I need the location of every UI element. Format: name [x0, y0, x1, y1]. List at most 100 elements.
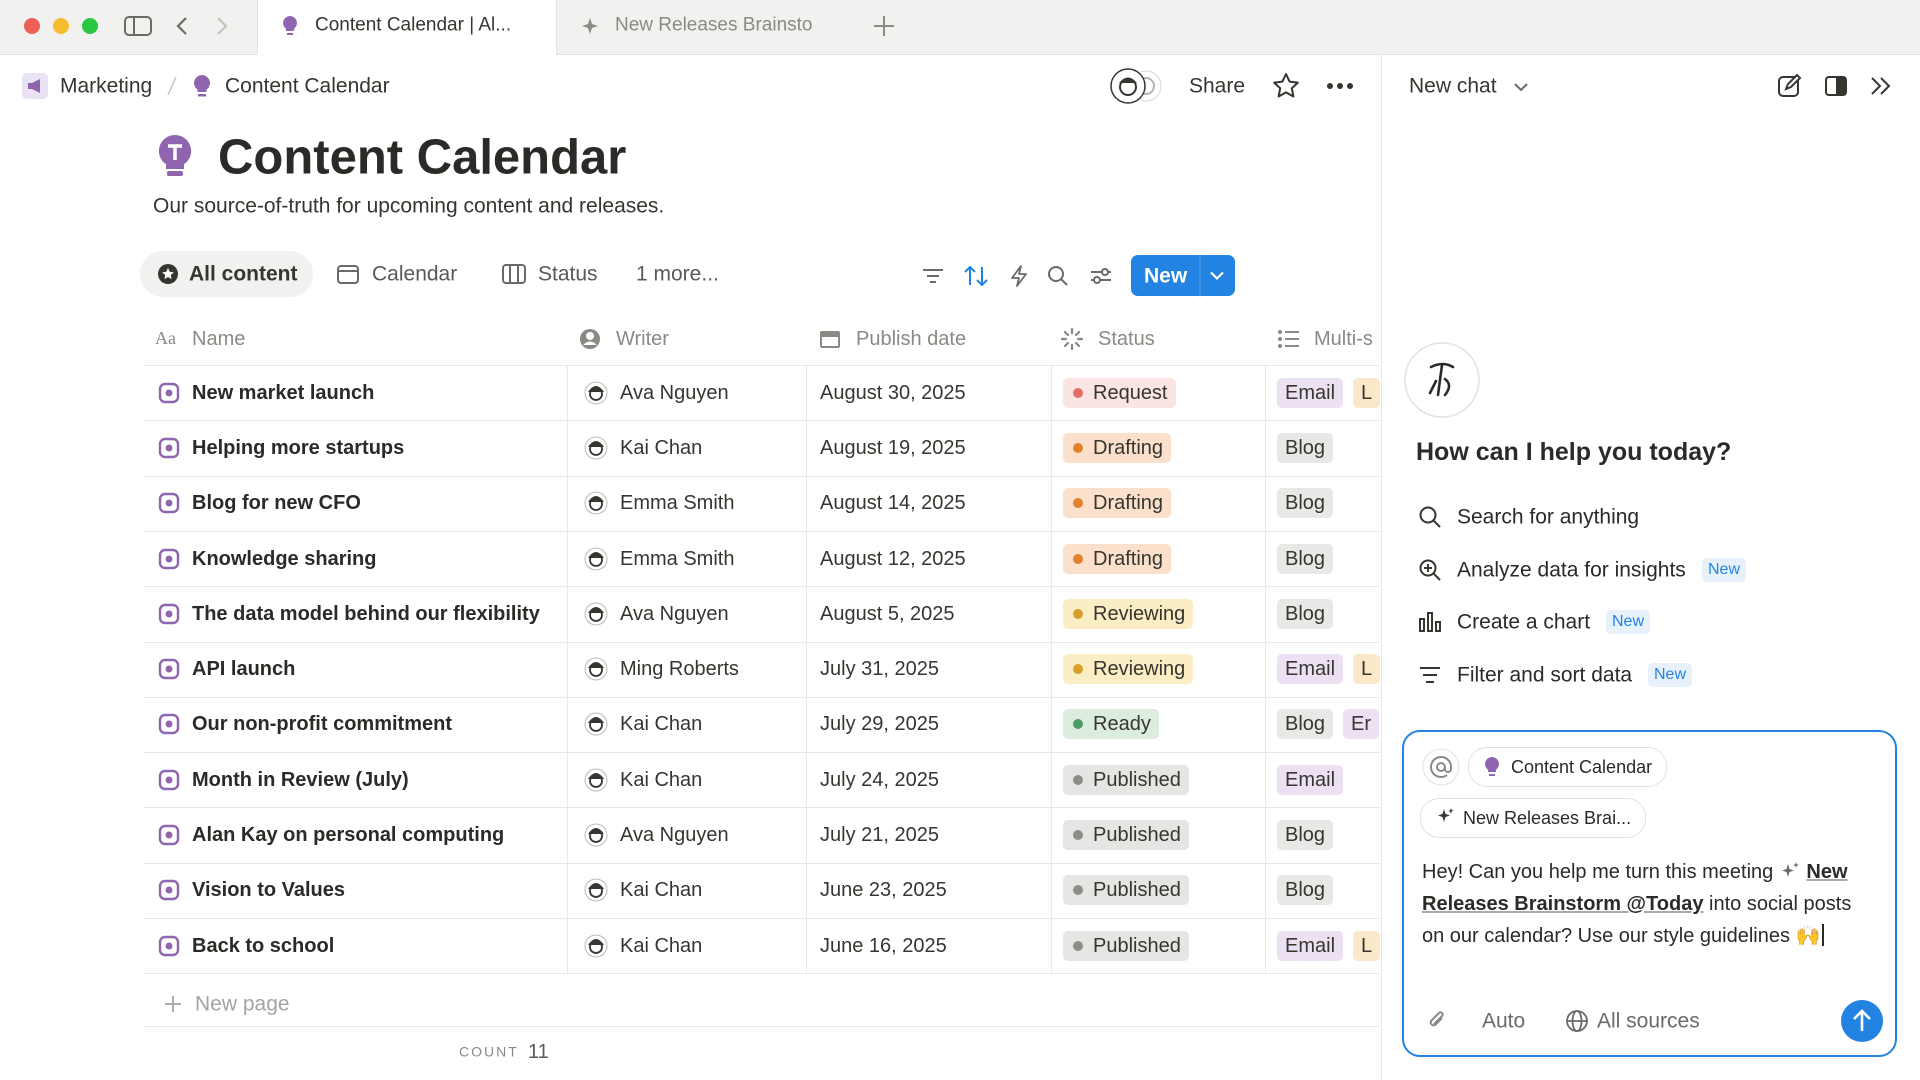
row-name[interactable]: Helping more startups — [192, 436, 405, 459]
new-page-button[interactable]: New page — [195, 992, 290, 1016]
status-label: Drafting — [1093, 436, 1164, 459]
row-name[interactable]: API launch — [192, 658, 296, 681]
tab-title[interactable]: New Releases Brainsto — [615, 14, 813, 36]
publish-date: July 29, 2025 — [820, 713, 939, 736]
tag: Blog — [1277, 709, 1334, 740]
chat-title-dropdown[interactable] — [1513, 82, 1529, 92]
chat-header-actions[interactable] — [1777, 73, 1897, 99]
share-button[interactable]: Share — [1189, 74, 1246, 98]
table-border — [143, 586, 1380, 588]
table-border — [143, 475, 1380, 477]
view-toolbar[interactable] — [920, 264, 1116, 288]
view-tab[interactable]: Calendar — [372, 262, 458, 286]
writer-name: Kai Chan — [620, 436, 703, 459]
writer-avatar — [584, 934, 608, 958]
row-name[interactable]: Vision to Values — [192, 879, 346, 902]
writer-name: Kai Chan — [620, 934, 703, 957]
chat-greeting: How can I help you today? — [1416, 438, 1732, 466]
collaborator-avatars[interactable] — [1108, 66, 1164, 106]
tab-title[interactable]: Content Calendar | Al... — [315, 14, 512, 36]
status-pill: Reviewing — [1063, 598, 1194, 629]
row-icon — [158, 382, 180, 403]
message-mention[interactable]: New Releases Brainstorm @Today — [1422, 861, 1848, 915]
row-name[interactable]: Alan Kay on personal computing — [192, 824, 505, 847]
column-icon — [1061, 328, 1084, 350]
status-dot — [1073, 498, 1083, 509]
chat-message[interactable]: Hey! Can you help me turn this meeting N… — [1422, 856, 1874, 952]
row-name[interactable]: Knowledge sharing — [192, 547, 377, 570]
view-tab[interactable]: 1 more... — [636, 262, 719, 286]
tag: L — [1353, 930, 1380, 961]
publish-date: August 12, 2025 — [820, 547, 966, 570]
writer-name: Kai Chan — [620, 768, 703, 791]
view-tab[interactable]: Status — [538, 262, 598, 286]
row-name[interactable]: The data model behind our flexibility — [192, 602, 540, 625]
breadcrumb-item[interactable]: Marketing — [60, 74, 153, 98]
new-badge: New — [1702, 557, 1747, 582]
tag: Email — [1277, 654, 1344, 685]
status-pill: Ready — [1063, 709, 1159, 740]
context-chip-icon — [1438, 808, 1454, 822]
view-icon — [502, 264, 526, 284]
row-icon — [158, 437, 180, 459]
send-button[interactable] — [1841, 1000, 1883, 1042]
column-icon — [820, 331, 840, 348]
column-header[interactable]: Name — [192, 328, 246, 350]
table-border — [143, 641, 1380, 643]
message-text: Hey! Can you help me turn this meeting — [1422, 861, 1774, 883]
attach-button[interactable] — [1426, 1009, 1448, 1033]
new-button[interactable] — [1131, 255, 1235, 296]
column-header[interactable]: Publish date — [856, 328, 967, 350]
context-chip[interactable]: New Releases Brai... — [1420, 798, 1647, 838]
active-tab[interactable] — [257, 0, 557, 55]
suggestion[interactable]: Search for anything — [1457, 505, 1640, 529]
tag: Email — [1277, 764, 1344, 795]
publish-date: July 24, 2025 — [820, 768, 939, 791]
column-header[interactable]: Writer — [616, 328, 669, 350]
sources-selector[interactable]: All sources — [1597, 1009, 1700, 1033]
new-button-dropdown[interactable] — [1199, 255, 1229, 297]
svg-text:Aa: Aa — [155, 328, 176, 348]
column-header[interactable]: Multi-s — [1314, 328, 1373, 350]
writer-avatar — [584, 712, 608, 736]
suggestion[interactable]: Analyze data for insights — [1457, 558, 1686, 582]
column-icon — [1278, 330, 1299, 348]
suggestion-icon — [1419, 612, 1441, 633]
suggestion[interactable]: Filter and sort data — [1457, 663, 1633, 687]
breadcrumb-item[interactable]: Content Calendar — [225, 74, 390, 98]
column-icon — [580, 329, 600, 349]
writer-avatar — [584, 602, 608, 626]
status-label: Reviewing — [1093, 658, 1186, 681]
writer-name: Kai Chan — [620, 713, 703, 736]
context-chip[interactable]: Content Calendar — [1468, 747, 1668, 787]
breadcrumb-separator — [167, 76, 177, 96]
favorite-button[interactable] — [1272, 72, 1300, 100]
mode-selector[interactable]: Auto — [1482, 1009, 1526, 1033]
row-icon — [158, 935, 180, 956]
status-label: Drafting — [1093, 547, 1164, 570]
text-cursor — [1822, 924, 1824, 946]
suggestion[interactable]: Create a chart — [1457, 610, 1591, 634]
view-tab[interactable]: All content — [189, 262, 298, 286]
row-name[interactable]: Blog for new CFO — [192, 492, 361, 515]
window-controls[interactable] — [20, 17, 120, 35]
writer-name: Emma Smith — [620, 547, 735, 570]
column-header[interactable]: Status — [1098, 328, 1155, 350]
status-label: Reviewing — [1093, 602, 1186, 625]
row-name[interactable]: Our non-profit commitment — [192, 713, 452, 736]
row-name[interactable]: New market launch — [192, 381, 375, 404]
new-badge: New — [1648, 663, 1693, 688]
nav-controls[interactable] — [124, 14, 228, 38]
row-name[interactable]: Back to school — [192, 934, 335, 957]
status-pill: Drafting — [1063, 543, 1172, 574]
row-name[interactable]: Month in Review (July) — [192, 768, 409, 791]
context-chip-label: Content Calendar — [1511, 757, 1653, 777]
chat-title[interactable]: New chat — [1409, 74, 1497, 98]
more-button[interactable] — [1326, 82, 1354, 90]
tag: L — [1353, 377, 1380, 408]
mention-button[interactable] — [1422, 748, 1460, 786]
context-chip-icon — [1485, 757, 1499, 776]
status-label: Ready — [1093, 713, 1151, 736]
new-tab-button[interactable] — [873, 15, 895, 37]
new-button-label[interactable]: New — [1144, 264, 1188, 288]
